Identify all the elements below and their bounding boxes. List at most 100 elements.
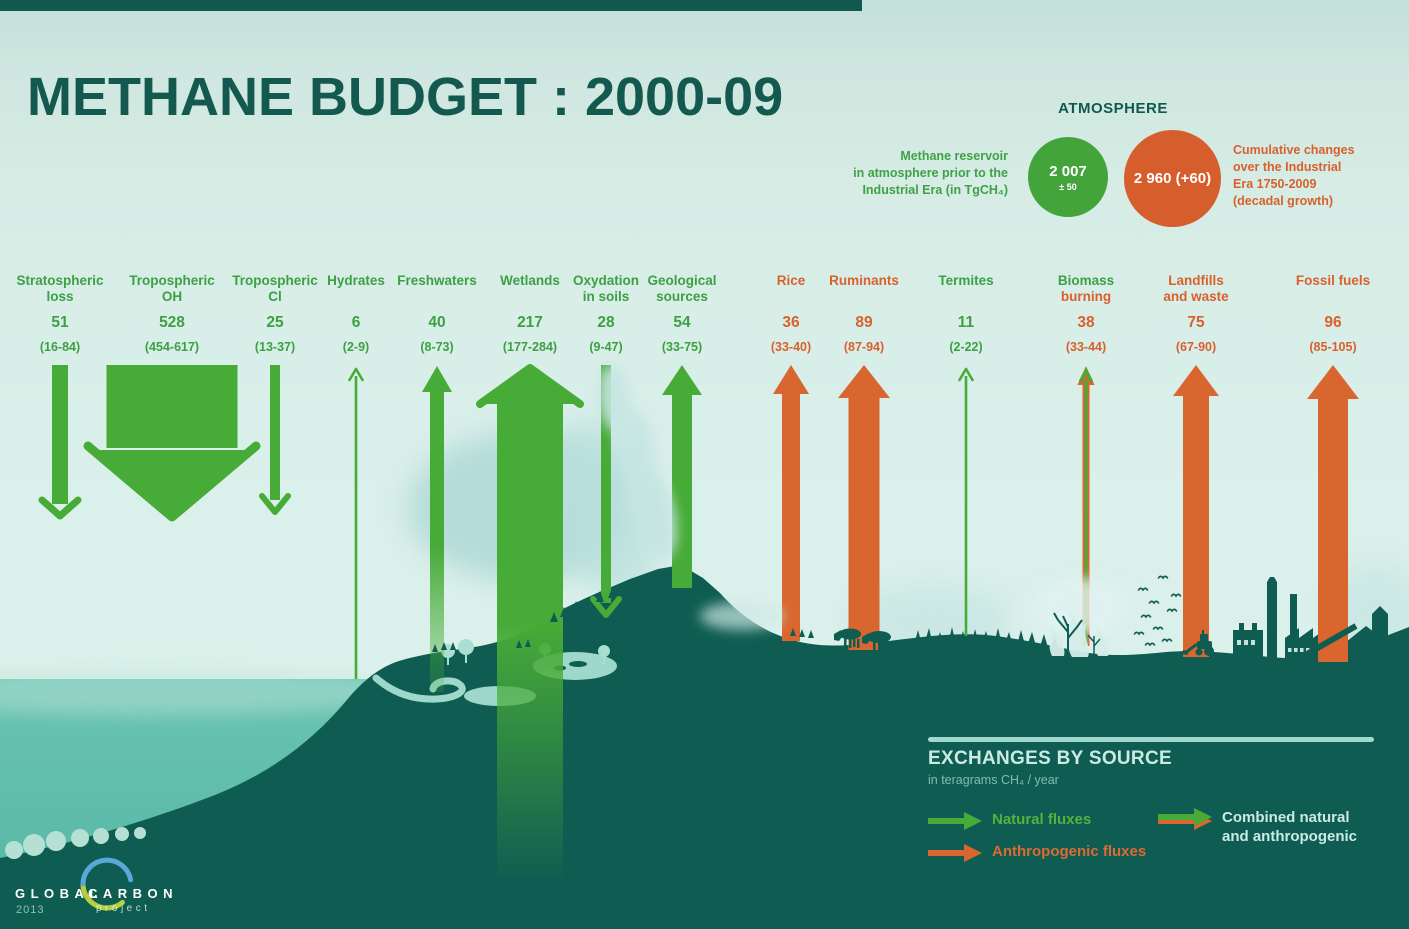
flux-arrow-freshwaters: [422, 366, 452, 692]
flux-range: (2-22): [949, 340, 983, 354]
legend-item-anthropogenic: Anthropogenic fluxes: [928, 842, 1146, 871]
legend-item-natural: Natural fluxes: [928, 810, 1091, 839]
flux-range: (13-37): [254, 340, 296, 354]
flux-label: Ruminants: [829, 273, 899, 288]
flux-arrow-hydrates: [348, 367, 364, 679]
gcp-logo: GLOBAL CARBON project 2013: [0, 852, 220, 922]
legend-units: in teragrams CH₄ / year: [928, 773, 1059, 787]
flux-column-biomass-burning: Biomass burning 38 (33-44): [1021, 273, 1151, 354]
flux-range: (33-75): [661, 340, 703, 354]
flux-value: 6: [351, 314, 361, 331]
flux-range: (33-44): [1065, 340, 1107, 354]
river: [372, 674, 466, 703]
anthropogenic-flux-arrow-icon: [928, 842, 984, 871]
flux-value: 75: [1187, 314, 1205, 331]
flux-range: (16-84): [39, 340, 81, 354]
reservoir-note: Methane reservoir in atmosphere prior to…: [853, 149, 1008, 197]
flux-arrow-biomass-burning: [1077, 366, 1095, 646]
flux-arrow-wetlands: [476, 364, 584, 882]
logo-word-global: GLOBAL: [15, 886, 103, 901]
cumulative-circle: 2 960 (+60): [1124, 130, 1221, 227]
volcano-steam: [597, 364, 677, 559]
flux-column-ruminants: Ruminants 89 (87-94): [799, 273, 929, 354]
tractor-silhouette: [1182, 630, 1214, 656]
burnt-trees: [1053, 612, 1101, 657]
flux-label: Geological sources: [647, 273, 717, 304]
flux-range: (87-94): [843, 340, 885, 354]
flux-column-geological-sources: Geological sources 54 (33-75): [617, 273, 747, 354]
flux-column-tropospheric-oh: Tropospheric OH 528 (454-617): [107, 273, 237, 354]
flux-label: Biomass burning: [1057, 273, 1115, 304]
flux-range: (454-617): [144, 340, 200, 354]
natural-flux-arrow-icon: [928, 810, 984, 839]
flux-label: Tropospheric Cl: [232, 273, 318, 304]
flux-value: 11: [957, 314, 975, 331]
fire-smoke: [1034, 578, 1126, 634]
conveyor: [1284, 623, 1358, 669]
flux-value: 217: [517, 314, 543, 331]
legend-divider: [928, 737, 1374, 742]
flux-value: 51: [51, 314, 69, 331]
flux-value: 36: [782, 314, 800, 331]
flux-arrow-ruminants: [838, 365, 890, 650]
legend-item-combined: Combined natural and anthropogenic: [1158, 808, 1357, 846]
flux-label: Wetlands: [500, 273, 560, 288]
flux-label: Termites: [938, 273, 994, 288]
flux-range: (67-90): [1175, 340, 1217, 354]
flux-column-fossil-fuels: Fossil fuels 96 (85-105): [1268, 273, 1398, 354]
flux-label: Stratospheric loss: [16, 273, 104, 304]
combined-flux-arrow-icon: [1158, 808, 1214, 837]
flux-column-termites: Termites 11 (2-22): [901, 273, 1031, 354]
flux-range: (9-47): [589, 340, 623, 354]
flux-column-stratospheric-loss: Stratospheric loss 51 (16-84): [0, 273, 125, 354]
flux-arrow-termites: [958, 367, 974, 636]
flux-value: 96: [1324, 314, 1342, 331]
atmosphere-heading: ATMOSPHERE: [1058, 100, 1168, 117]
flux-column-wetlands: Wetlands 217 (177-284): [465, 273, 595, 354]
flux-label: Landfills and waste: [1163, 273, 1229, 304]
horizon-glow: [0, 668, 420, 716]
flux-column-rice: Rice 36 (33-40): [726, 273, 856, 354]
flux-range: (177-284): [502, 340, 558, 354]
flux-arrow-fossil-fuels: [1307, 365, 1359, 662]
flux-value: 528: [159, 314, 185, 331]
flux-range: (2-9): [342, 340, 370, 354]
flux-arrow-rice: [773, 365, 809, 641]
flux-label: Oxydation in soils: [572, 273, 639, 304]
flux-value: 40: [428, 314, 446, 331]
cow-silhouettes: [834, 628, 891, 651]
flux-label: Freshwaters: [397, 273, 477, 288]
flux-value: 89: [855, 314, 873, 331]
flux-arrow-landfills-and-waste: [1173, 365, 1219, 657]
flux-value: 54: [673, 314, 691, 331]
flux-arrow-geological-sources: [662, 365, 702, 588]
flux-label: Fossil fuels: [1295, 273, 1371, 288]
flux-column-tropospheric-cl: Tropospheric Cl 25 (13-37): [210, 273, 340, 354]
flux-label: Tropospheric OH: [129, 273, 215, 304]
gcp-logo-ring: [80, 857, 134, 911]
logo-word-project: project: [96, 903, 151, 914]
flux-column-hydrates: Hydrates 6 (2-9): [291, 273, 421, 354]
top-accent-bar: [0, 0, 862, 11]
flux-arrow-tropospheric-cl: [259, 365, 291, 515]
flux-range: (85-105): [1309, 340, 1357, 354]
reservoir-circle: 2 007 ± 50: [1028, 137, 1108, 217]
flux-label: Hydrates: [327, 273, 385, 288]
flux-column-freshwaters: Freshwaters 40 (8-73): [372, 273, 502, 354]
flux-column-landfills-and-waste: Landfills and waste 75 (67-90): [1131, 273, 1261, 354]
flux-value: 28: [597, 314, 615, 331]
flux-arrow-stratospheric-loss: [38, 365, 82, 520]
logo-word-carbon: CARBON: [88, 886, 179, 901]
logo-year: 2013: [16, 904, 45, 916]
flux-arrow-tropospheric-oh: [83, 365, 261, 522]
coast-bushes: [5, 827, 146, 859]
flux-range: (8-73): [420, 340, 454, 354]
valley-mist: [700, 602, 784, 630]
flux-value: 25: [266, 314, 284, 331]
flux-range: (33-40): [770, 340, 812, 354]
conifer-forest: [912, 627, 1060, 653]
flux-value: 38: [1077, 314, 1095, 331]
